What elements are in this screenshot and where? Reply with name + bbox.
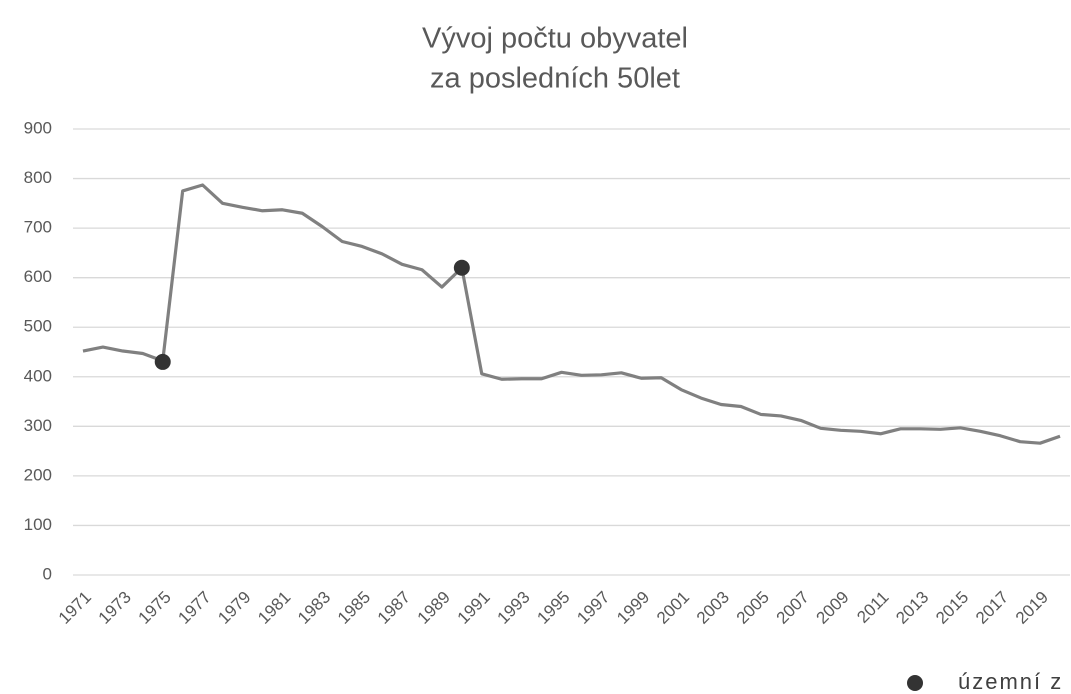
y-tick-label: 800 (24, 168, 52, 187)
y-tick-label: 600 (24, 267, 52, 286)
line (82, 183, 1061, 445)
x-tick-label: 2015 (932, 588, 972, 628)
y-tick-label: 400 (24, 366, 52, 385)
legend-marker (907, 675, 923, 691)
x-tick-label: 1987 (374, 588, 414, 628)
x-tick-label: 1971 (55, 588, 95, 628)
y-tick-label: 500 (24, 317, 52, 336)
legend-label: územní z (958, 669, 1063, 694)
y-tick-label: 200 (24, 465, 52, 484)
x-tick-label: 1985 (334, 588, 374, 628)
y-tick-label: 100 (24, 515, 52, 534)
x-tick-label: 1977 (174, 588, 214, 628)
marker (453, 259, 470, 276)
x-tick-label: 1993 (493, 588, 533, 628)
x-tick-label: 1981 (254, 588, 294, 628)
x-tick-label: 2013 (892, 588, 932, 628)
x-tick-label: 1999 (613, 588, 653, 628)
x-tick-label: 1989 (414, 588, 454, 628)
x-tick-label: 1983 (294, 588, 334, 628)
x-tick-label: 2011 (853, 588, 892, 627)
y-tick-label: 300 (24, 416, 52, 435)
x-tick-label: 2019 (1012, 588, 1052, 628)
x-tick-label: 1975 (135, 588, 175, 628)
x-tick-label: 1997 (573, 588, 613, 628)
x-tick-label: 2005 (733, 588, 773, 628)
x-tick-label: 2009 (813, 588, 853, 628)
y-tick-label: 700 (24, 218, 52, 237)
x-tick-label: 1973 (95, 588, 135, 628)
marker (154, 353, 171, 370)
x-tick-label: 1991 (454, 588, 494, 628)
y-tick-label: 900 (24, 118, 52, 137)
x-tick-label: 2003 (693, 588, 733, 628)
x-tick-label: 2007 (773, 588, 813, 628)
y-tick-label: 0 (43, 564, 52, 583)
x-tick-label: 1995 (533, 588, 573, 628)
chart-title: Vývoj počtu obyvatel (422, 23, 688, 55)
x-tick-label: 1979 (214, 588, 254, 628)
x-tick-label: 2017 (972, 588, 1012, 628)
x-tick-label: 2001 (653, 588, 693, 628)
chart-title: za posledních 50let (430, 63, 680, 95)
